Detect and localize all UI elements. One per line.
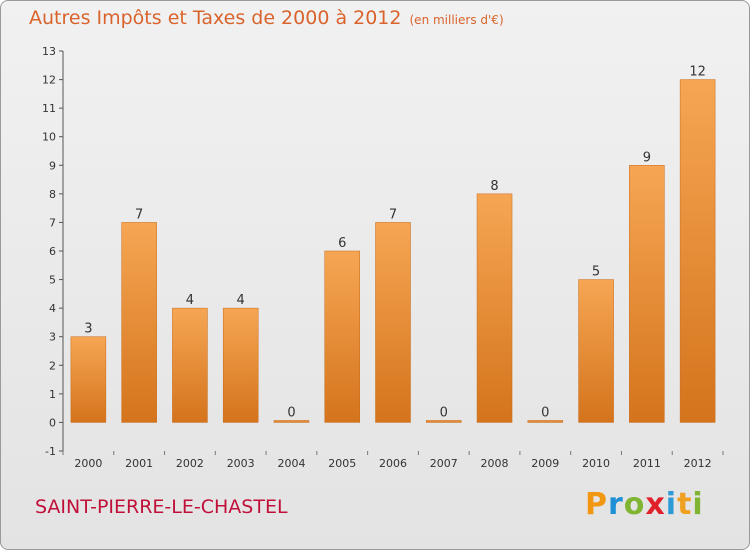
y-tick-label: 8 [49,188,56,201]
bar [324,250,360,423]
x-tick-label: 2004 [277,457,305,470]
y-tick-label: 11 [42,102,56,115]
x-tick-label: 2010 [582,457,610,470]
bar [222,307,259,423]
data-label: 9 [643,150,651,165]
x-tick-label: 2001 [125,457,153,470]
bar [273,420,310,423]
x-tick-label: 2000 [74,457,102,470]
data-label: 0 [440,405,448,420]
bar [679,79,716,423]
x-tick-label: 2008 [481,457,509,470]
bar [629,165,665,423]
x-tick-label: 2006 [379,457,407,470]
y-tick-label: 13 [42,45,56,58]
chart-title-text: Autres Impôts et Taxes de 2000 à 2012 [29,7,402,29]
y-tick-label: 2 [49,359,56,372]
chart-unit: (en milliers d'€) [409,13,504,27]
data-label: 6 [338,236,346,251]
y-tick-label: 0 [49,416,56,429]
y-tick-label: 6 [49,245,56,258]
y-tick-label: 9 [49,159,56,172]
bar [121,222,157,423]
data-label: 0 [541,405,549,420]
data-label: 4 [237,293,245,308]
x-tick-label: 2009 [531,457,559,470]
data-label: 12 [689,65,706,80]
data-label: 5 [592,265,600,280]
bar [172,307,208,423]
data-label: 7 [135,207,143,222]
x-tick-label: 2002 [176,457,204,470]
x-tick-label: 2005 [328,457,356,470]
data-label: 0 [287,405,295,420]
bar [527,420,564,423]
data-label: 8 [490,179,498,194]
data-label: 3 [84,322,92,337]
bar [476,193,513,423]
proxiti-logo: Proxiti [585,487,704,522]
bar [375,222,411,423]
chart-title: Autres Impôts et Taxes de 2000 à 2012 (en… [29,7,504,29]
x-tick-label: 2003 [227,457,255,470]
x-tick-label: 2012 [684,457,712,470]
data-label: 7 [389,207,397,222]
y-tick-label: -1 [45,445,56,458]
x-tick-label: 2011 [633,457,661,470]
y-tick-label: 5 [49,274,56,287]
commune-name: SAINT-PIERRE-LE-CHASTEL [35,496,288,518]
bar [70,336,107,423]
x-tick-label: 2007 [430,457,458,470]
y-tick-label: 12 [42,74,56,87]
y-tick-label: 7 [49,216,56,229]
y-tick-label: 3 [49,331,56,344]
y-tick-label: 1 [49,388,56,401]
y-tick-label: 4 [49,302,56,315]
data-label: 4 [186,293,194,308]
bar [426,420,462,423]
y-tick-label: 10 [42,131,56,144]
bar [578,279,614,423]
